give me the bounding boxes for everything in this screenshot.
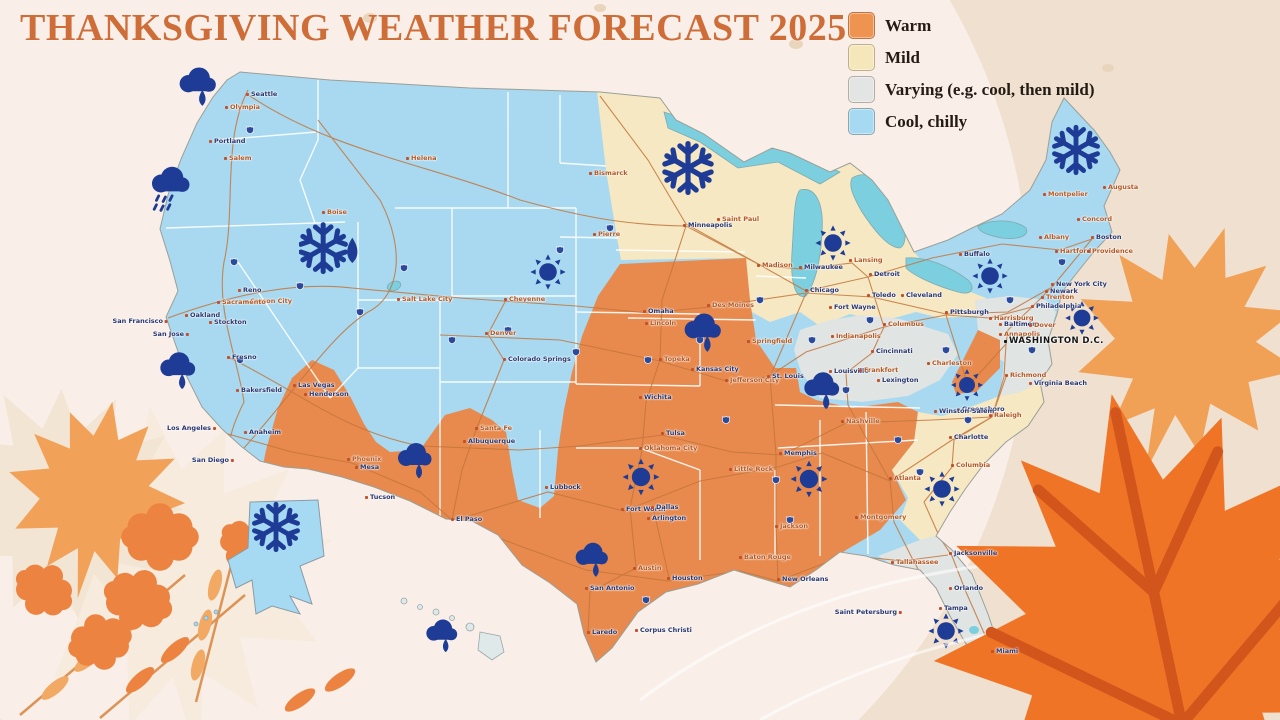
interstate-shield-icon <box>1006 296 1014 304</box>
sun-icon <box>924 471 960 507</box>
alaska-region <box>193 499 325 627</box>
legend-label: Cool, chilly <box>885 111 968 131</box>
sun-icon <box>815 225 851 261</box>
speckle-dot <box>789 39 803 49</box>
interstate-shield-icon <box>1058 258 1066 266</box>
legend-item: Mild <box>848 44 1095 71</box>
interstate-shield-icon <box>866 316 874 324</box>
page-title: THANKSGIVING WEATHER FORECAST 2025 <box>20 7 847 49</box>
interstate-shield-icon <box>236 356 244 364</box>
legend-swatch <box>848 108 875 135</box>
interstate-shield-icon <box>246 126 254 134</box>
interstate-shield-icon <box>642 596 650 604</box>
interstate-shield-icon <box>644 356 652 364</box>
interstate-shield-icon <box>296 282 304 290</box>
legend-item: Cool, chilly <box>848 108 1095 135</box>
cloud-icon <box>426 620 457 653</box>
warm-region <box>262 258 918 663</box>
sun-icon <box>530 254 566 290</box>
interstate-shield-icon <box>572 348 580 356</box>
interstate-shield-icon <box>448 336 456 344</box>
legend-swatch <box>848 44 875 71</box>
interstate-shield-icon <box>504 326 512 334</box>
sun-icon <box>1065 301 1099 335</box>
speckle-dot <box>594 4 606 12</box>
legend: Warm Mild Varying (e.g. cool, then mild) Co… <box>848 12 1095 140</box>
legend-items: Warm Mild Varying (e.g. cool, then mild) Co… <box>848 12 1095 135</box>
legend-swatch <box>848 12 875 39</box>
sun-icon <box>972 258 1008 294</box>
interstate-shield-icon <box>1028 346 1036 354</box>
interstate-shield-icon <box>696 336 704 344</box>
interstate-shield-icon <box>842 386 850 394</box>
interstate-shield-icon <box>606 224 614 232</box>
lake-okeechobee <box>969 626 979 634</box>
branch-leaves-decoration <box>125 637 356 712</box>
sun-icon <box>951 369 983 401</box>
interstate-shield-icon <box>556 246 564 254</box>
speckle-dot <box>363 13 377 23</box>
interstate-shield-icon <box>894 436 902 444</box>
large-maple-leaf-decoration <box>887 346 1280 720</box>
state-borders <box>165 80 921 560</box>
varying-region-midatlantic <box>975 296 1056 396</box>
interstate-shield-icon <box>964 416 972 424</box>
interstate-shield-icon <box>904 582 912 590</box>
interstate-shield-icon <box>808 336 816 344</box>
hawaii-region <box>400 597 505 661</box>
interstate-shield-icon <box>356 308 364 316</box>
interstate-shield-icon <box>722 416 730 424</box>
interstate-shield-icon <box>756 296 764 304</box>
interstate-shield-icon <box>916 468 924 476</box>
sun-icon <box>622 458 660 496</box>
sun-icon <box>790 460 828 498</box>
interstate-shield-icon <box>772 476 780 484</box>
speckle-dot <box>1102 64 1114 72</box>
interstate-shield-icon <box>942 346 950 354</box>
interstate-shield-icon <box>400 264 408 272</box>
legend-label: Mild <box>885 47 920 67</box>
highways <box>167 89 1093 655</box>
interstate-shield-icon <box>786 516 794 524</box>
legend-item: Varying (e.g. cool, then mild) <box>848 76 1095 103</box>
legend-label: Warm <box>885 15 932 35</box>
legend-swatch <box>848 76 875 103</box>
varying-region-ohio-valley <box>794 315 958 402</box>
interstate-shield-icon <box>230 258 238 266</box>
legend-label: Varying (e.g. cool, then mild) <box>885 79 1095 99</box>
legend-item: Warm <box>848 12 1095 39</box>
cloud-icon <box>180 67 216 105</box>
